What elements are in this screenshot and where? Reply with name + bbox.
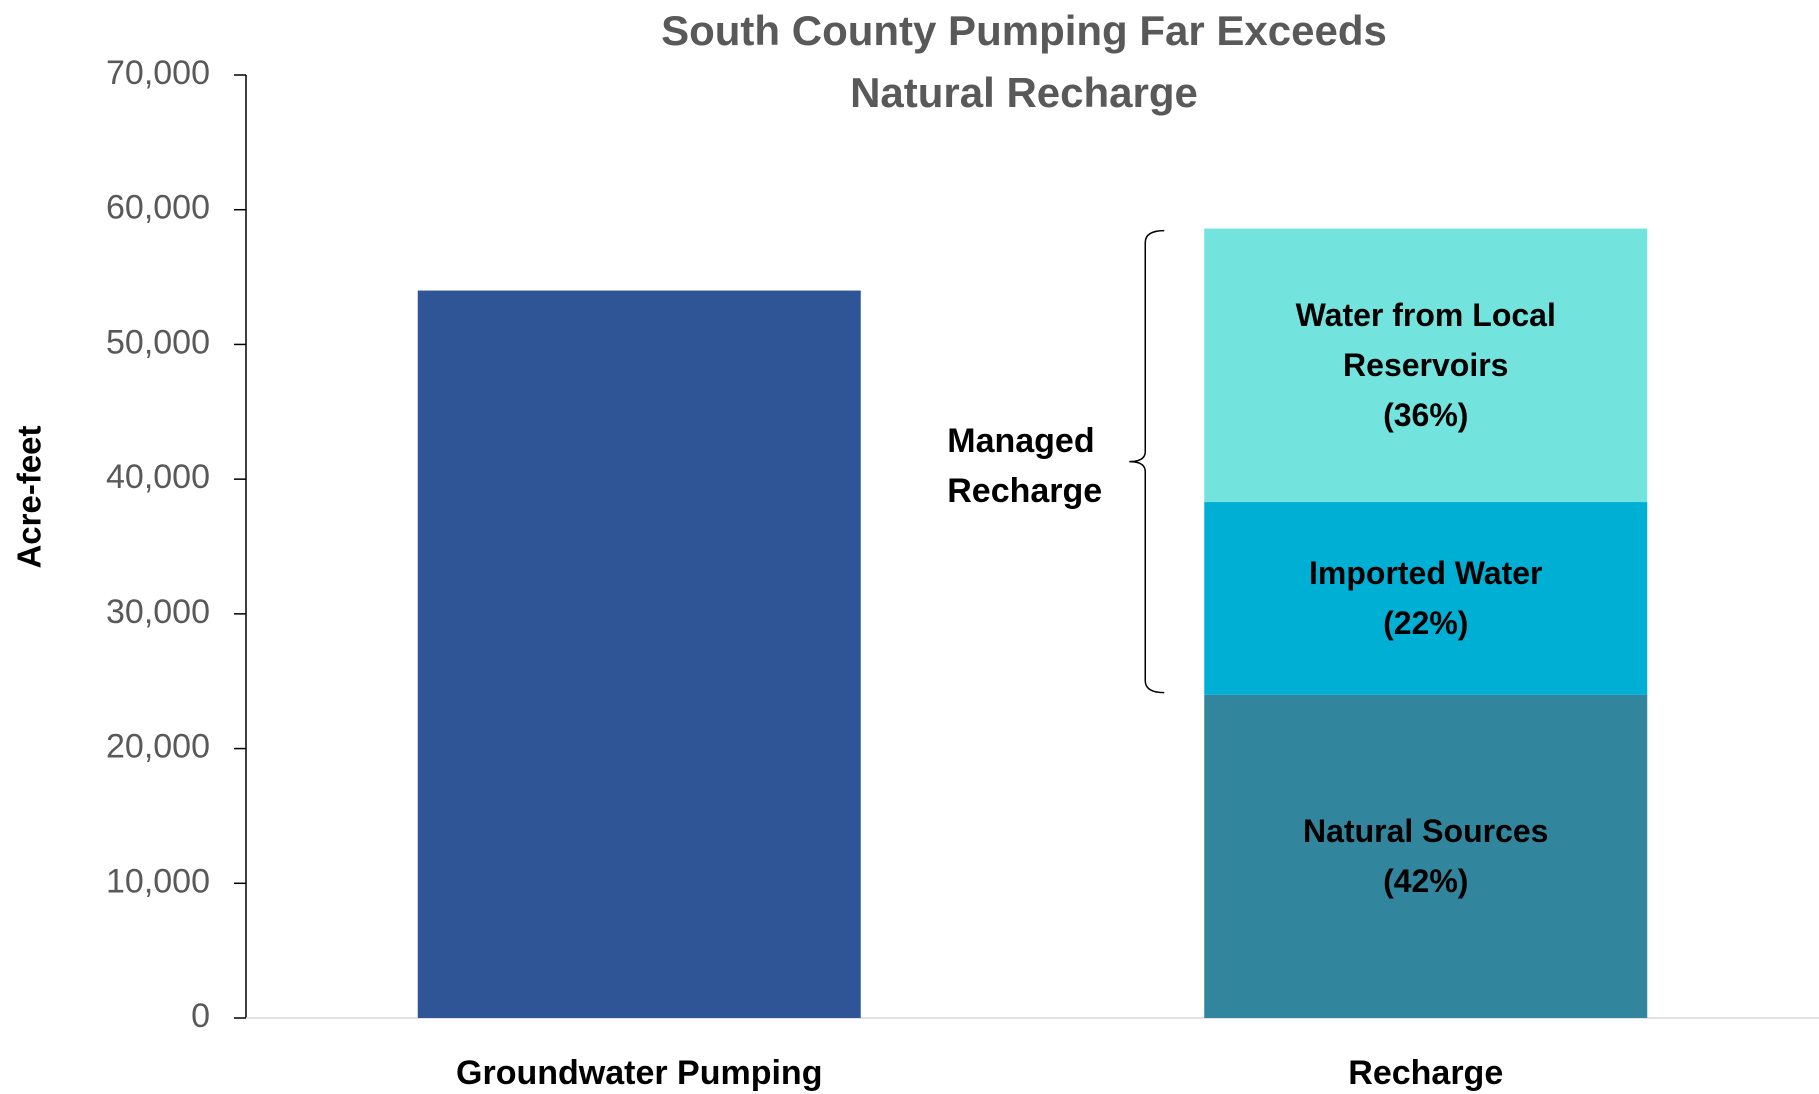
bar-segment (1204, 228, 1648, 503)
y-tick-label: 50,000 (106, 323, 210, 361)
y-tick-label: 10,000 (106, 862, 210, 900)
segment-label: Water from Local Reservoirs (36%) (1295, 297, 1556, 434)
chart-title: South County Pumping Far Exceeds Natural… (661, 7, 1387, 116)
y-tick-label: 70,000 (106, 54, 210, 92)
segment-label: Natural Sources (42%) (1303, 813, 1549, 900)
bracket (1129, 229, 1165, 694)
y-tick-label: 30,000 (106, 593, 210, 631)
segment-label: Imported Water (22%) (1309, 555, 1543, 642)
x-tick-label: Recharge (1348, 1054, 1503, 1092)
bar-segment (1204, 694, 1648, 1018)
annotation: Managed Recharge (947, 421, 1103, 510)
y-tick-label: 60,000 (106, 189, 210, 227)
y-tick-label: 20,000 (106, 728, 210, 766)
y-tick-label: 40,000 (106, 458, 210, 496)
bar-segment (1204, 502, 1648, 695)
y-axis-label: Acre-feet (11, 425, 48, 568)
x-tick-label: Groundwater Pumping (456, 1054, 822, 1092)
bar-segment (417, 290, 861, 1018)
y-tick-label: 0 (191, 997, 210, 1035)
